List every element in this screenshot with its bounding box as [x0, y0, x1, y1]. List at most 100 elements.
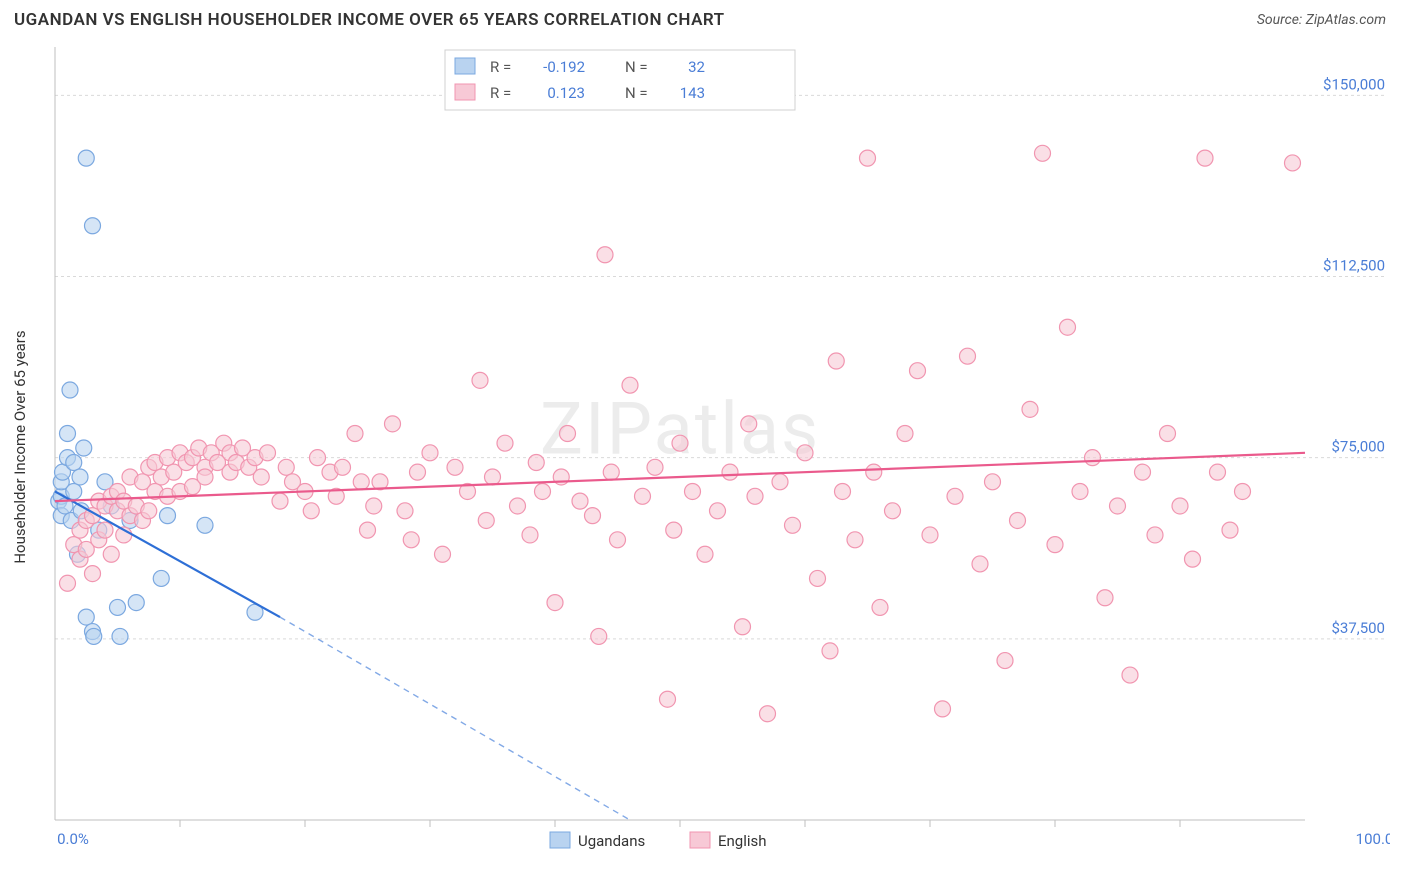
data-point [485, 469, 501, 485]
data-point [347, 426, 363, 442]
corr-r-label: R = [490, 84, 511, 102]
data-point [197, 517, 213, 533]
data-point [760, 706, 776, 722]
data-point [735, 619, 751, 635]
data-point [66, 483, 82, 499]
data-point [603, 464, 619, 480]
data-point [1285, 155, 1301, 171]
legend-label: Ugandans [578, 832, 645, 850]
data-point [97, 522, 113, 538]
data-point [847, 532, 863, 548]
legend-swatch [455, 58, 475, 74]
data-point [435, 546, 451, 562]
data-point [635, 488, 651, 504]
data-point [478, 512, 494, 528]
data-point [385, 416, 401, 432]
data-point [666, 522, 682, 538]
y-axis-label: Householder Income Over 65 years [11, 330, 29, 563]
data-point [860, 150, 876, 166]
y-tick-label: $150,000 [1323, 75, 1385, 93]
chart-container: Householder Income Over 65 years $37,500… [50, 42, 1390, 852]
corr-n-label: N = [625, 58, 648, 76]
data-point [528, 454, 544, 470]
data-point [335, 459, 351, 475]
legend-swatch [690, 832, 710, 848]
data-point [1147, 527, 1163, 543]
data-point [403, 532, 419, 548]
data-point [710, 503, 726, 519]
watermark: ZIPatlas [540, 387, 820, 472]
legend-swatch [550, 832, 570, 848]
data-point [1010, 512, 1026, 528]
corr-n-label: N = [625, 84, 648, 102]
data-point [128, 595, 144, 611]
data-point [78, 150, 94, 166]
data-point [872, 599, 888, 615]
data-point [1085, 450, 1101, 466]
data-point [410, 464, 426, 480]
data-point [1172, 498, 1188, 514]
data-point [112, 628, 128, 644]
data-point [253, 469, 269, 485]
data-point [62, 382, 78, 398]
data-point [685, 483, 701, 499]
data-point [366, 498, 382, 514]
data-point [397, 503, 413, 519]
data-point [897, 426, 913, 442]
data-point [1047, 537, 1063, 553]
data-point [797, 445, 813, 461]
data-point [1060, 319, 1076, 335]
data-point [741, 416, 757, 432]
data-point [160, 508, 176, 524]
data-point [785, 517, 801, 533]
chart-title: UGANDAN VS ENGLISH HOUSEHOLDER INCOME OV… [14, 10, 725, 30]
data-point [722, 464, 738, 480]
y-tick-label: $37,500 [1331, 619, 1385, 637]
data-point [1072, 483, 1088, 499]
data-point [972, 556, 988, 572]
data-point [997, 653, 1013, 669]
data-point [360, 522, 376, 538]
data-point [472, 372, 488, 388]
data-point [660, 691, 676, 707]
data-point [1097, 590, 1113, 606]
data-point [72, 469, 88, 485]
data-point [547, 595, 563, 611]
data-point [85, 218, 101, 234]
data-point [260, 445, 276, 461]
data-point [835, 483, 851, 499]
data-point [310, 450, 326, 466]
data-point [76, 440, 92, 456]
data-point [810, 570, 826, 586]
data-point [60, 426, 76, 442]
data-point [1197, 150, 1213, 166]
data-point [647, 459, 663, 475]
data-point [1235, 483, 1251, 499]
data-point [497, 435, 513, 451]
data-point [197, 469, 213, 485]
data-point [910, 363, 926, 379]
data-point [828, 353, 844, 369]
data-point [66, 454, 82, 470]
data-point [591, 628, 607, 644]
data-point [1210, 464, 1226, 480]
corr-r-value: -0.192 [543, 58, 585, 76]
data-point [772, 474, 788, 490]
data-point [353, 474, 369, 490]
corr-r-label: R = [490, 58, 511, 76]
data-point [985, 474, 1001, 490]
data-point [78, 609, 94, 625]
data-point [535, 483, 551, 499]
data-point [697, 546, 713, 562]
data-point [86, 628, 102, 644]
data-point [672, 435, 688, 451]
data-point [747, 488, 763, 504]
x-tick-label-start: 0.0% [57, 830, 89, 848]
data-point [110, 599, 126, 615]
data-point [272, 493, 288, 509]
data-point [885, 503, 901, 519]
data-point [85, 566, 101, 582]
data-point [935, 701, 951, 717]
data-point [947, 488, 963, 504]
data-point [622, 377, 638, 393]
